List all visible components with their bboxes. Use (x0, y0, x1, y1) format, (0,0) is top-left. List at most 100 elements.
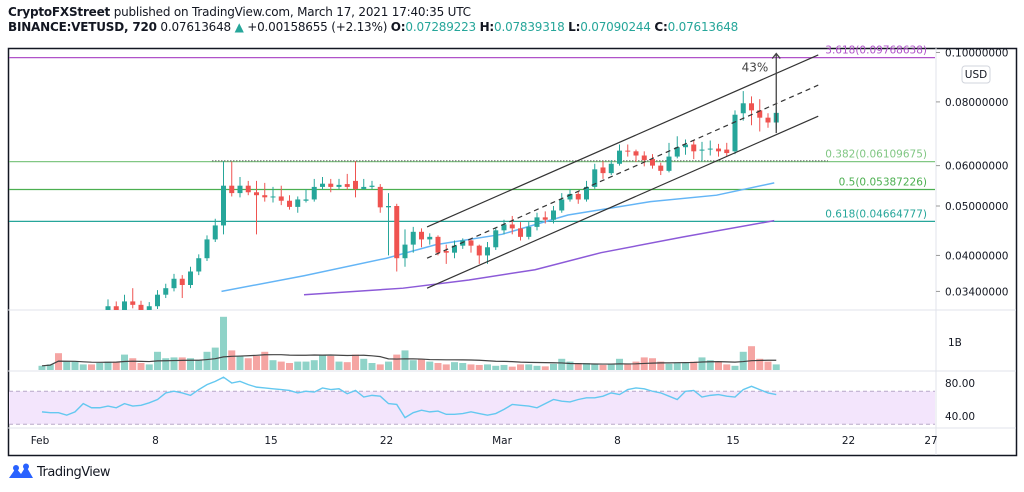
volume-bar (228, 350, 236, 370)
volume-bar (459, 363, 467, 370)
volume-bar (360, 358, 368, 370)
volume-bar (426, 361, 434, 370)
candle-body (386, 206, 391, 208)
candle-body (344, 184, 350, 187)
arrow-head-icon (771, 52, 781, 59)
moving-average-slow (303, 219, 775, 296)
volume-bar (112, 361, 120, 370)
rsi-line (41, 376, 777, 419)
candle-body (534, 217, 540, 227)
candle-body (674, 147, 680, 157)
candle-body (567, 193, 573, 200)
fib-level-label: 3.618(0.09768638) (825, 45, 927, 57)
fib-level-label: 0.618(0.04664777) (825, 208, 927, 220)
candle-body (237, 185, 243, 194)
volume-bar (145, 364, 153, 370)
candle-body (287, 200, 292, 207)
volume-bar (63, 361, 71, 370)
volume-bar (46, 364, 54, 370)
chart-frame (7, 47, 1018, 457)
target-percent-label: 43% (742, 61, 769, 75)
volume-bar (71, 361, 79, 370)
volume-bar (484, 364, 491, 370)
time-tick-label: 22 (842, 435, 855, 447)
low-label: L: (568, 20, 581, 34)
volume-bar (294, 361, 302, 370)
candle-body (188, 271, 193, 285)
volume-bar (38, 365, 46, 370)
volume-bar (261, 351, 269, 370)
volume-bar (385, 361, 392, 370)
volume-bar (343, 362, 351, 370)
rsi-tick-label: 80.00 (945, 378, 975, 390)
volume-bar (698, 357, 706, 370)
volume-bar (772, 364, 780, 370)
volume-pane (38, 316, 780, 370)
price-tick-label: 0.10000000 (945, 47, 1008, 59)
volume-bar (434, 363, 442, 370)
candle-body (608, 163, 614, 174)
volume-bar (541, 366, 549, 370)
open-label: O: (390, 20, 406, 34)
candle-body (658, 165, 664, 171)
tradingview-brand: TradingView (37, 464, 111, 480)
high-value: 0.07839318 (494, 20, 565, 34)
time-tick-label: Feb (31, 435, 50, 447)
fib-level-label: 0.382(0.06109675) (825, 149, 927, 161)
volume-bar (253, 356, 260, 370)
candle-body (163, 288, 169, 295)
candle-body (765, 117, 771, 123)
time-tick-label: 22 (380, 435, 393, 447)
price-tick-label: 0.05000000 (945, 201, 1008, 213)
candle-body (617, 150, 622, 164)
candle-body (427, 236, 433, 240)
candle-body (254, 192, 259, 196)
price-tick-label: 0.08000000 (945, 97, 1008, 109)
volume-bar (706, 360, 714, 370)
volume-bar (508, 366, 516, 370)
volume-ma-line (41, 354, 777, 367)
volume-bar (418, 359, 425, 370)
volume-bar (533, 365, 541, 370)
volume-bar (756, 358, 764, 370)
candle-body (295, 199, 301, 207)
candle-body (394, 206, 400, 259)
volume-bar (748, 346, 755, 370)
last-price: 0.07613648 (160, 20, 231, 34)
volume-bar (690, 361, 698, 370)
tradingview-logo[interactable]: TradingView (8, 463, 111, 481)
volume-bar (607, 364, 615, 370)
close-value: 0.07613648 (667, 20, 739, 34)
symbol-legend: BINANCE:VETUSD, 720 0.07613648 ▲ +0.0015… (8, 20, 738, 34)
volume-bar (352, 354, 359, 370)
volume-bar (335, 361, 343, 370)
volume-bar (731, 365, 739, 370)
publish-text: published on TradingView.com, March 17, … (110, 5, 471, 19)
volume-bar (327, 356, 335, 370)
volume-bar (591, 364, 599, 370)
candle-body (518, 228, 523, 237)
volume-bar (310, 360, 318, 370)
volume-bar (467, 364, 475, 370)
volume-bar (525, 364, 533, 370)
candle-body (328, 183, 334, 187)
candle-body (320, 183, 325, 187)
candle-body (138, 304, 144, 310)
candle-body (196, 258, 202, 272)
candle-body (262, 195, 268, 198)
author[interactable]: CryptoFXStreet (8, 5, 111, 19)
candle-body (212, 225, 218, 240)
time-tick-label: 27 (924, 435, 937, 447)
volume-bar (500, 364, 508, 370)
candle-body (221, 185, 226, 226)
volume-bar (129, 358, 137, 370)
candle-body (377, 186, 383, 208)
candle-body (468, 240, 474, 246)
symbol: BINANCE:VETUSD, 720 (8, 20, 157, 34)
candle-body (443, 251, 449, 253)
candle-body (707, 148, 713, 150)
volume-bar (96, 363, 104, 370)
volume-bar (195, 360, 203, 370)
candle-body (641, 155, 647, 161)
